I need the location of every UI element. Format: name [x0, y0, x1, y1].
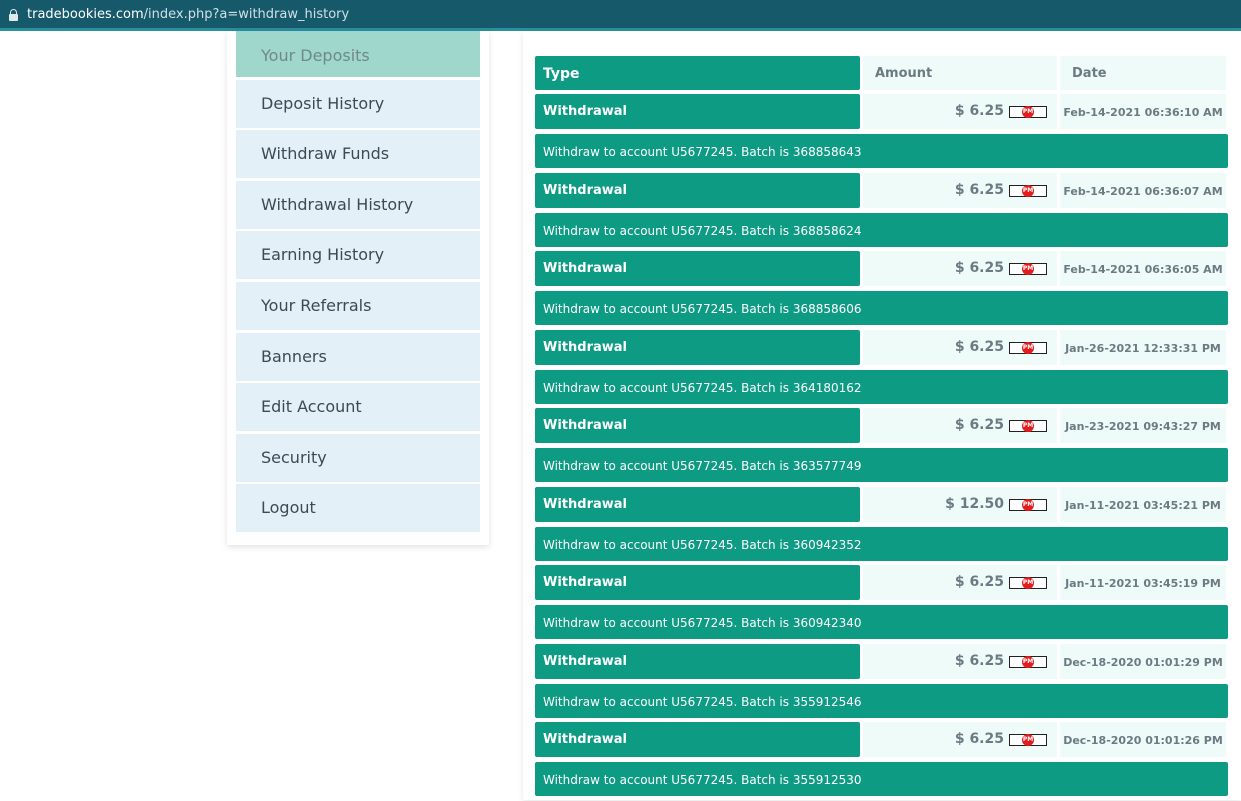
- row-date: Dec-18-2020 01:01:29 PM: [1060, 643, 1226, 679]
- row-description: Withdraw to account U5677245. Batch is 3…: [535, 448, 1228, 482]
- row-amount-cell: $ 6.25 PM: [863, 643, 1057, 679]
- row-description: Withdraw to account U5677245. Batch is 3…: [535, 134, 1228, 168]
- row-type: Withdrawal: [535, 486, 860, 522]
- perfect-money-icon: PM: [1009, 341, 1047, 354]
- row-amount-cell: $ 12.50 PM: [863, 486, 1057, 522]
- header-amount: Amount: [863, 56, 1057, 90]
- row-date: Feb-14-2021 06:36:05 AM: [1060, 251, 1226, 286]
- pm-badge-label: PM: [1022, 341, 1034, 354]
- row-date: Feb-14-2021 06:36:07 AM: [1060, 172, 1226, 208]
- sidebar-item-deposit-history[interactable]: Deposit History: [236, 79, 480, 128]
- row-amount: $ 6.25: [954, 417, 1004, 433]
- table-row: Withdrawal $ 6.25 PM Dec-18-2020 01:01:26 P…: [535, 722, 1228, 801]
- row-type: Withdrawal: [535, 408, 860, 443]
- perfect-money-icon: PM: [1009, 263, 1047, 275]
- withdrawal-rows: Withdrawal $ 6.25 PM Feb-14-2021 06:36:10 A…: [535, 94, 1228, 801]
- pm-badge-label: PM: [1022, 106, 1034, 118]
- row-description: Withdraw to account U5677245. Batch is 3…: [535, 212, 1228, 247]
- account-sidebar: Your Deposits Deposit History Withdraw Fun…: [227, 31, 489, 545]
- table-row: Withdrawal $ 12.50 PM Jan-11-2021 03:45:21 …: [535, 486, 1228, 566]
- row-type: Withdrawal: [535, 565, 860, 600]
- row-type: Withdrawal: [535, 94, 860, 129]
- header-date: Date: [1060, 56, 1226, 90]
- row-amount: $ 6.25: [954, 103, 1004, 119]
- row-date: Jan-23-2021 09:43:27 PM: [1060, 408, 1226, 443]
- table-row: Withdrawal $ 6.25 PM Feb-14-2021 06:36:07 A…: [535, 172, 1228, 252]
- row-date: Jan-26-2021 12:33:31 PM: [1060, 329, 1226, 365]
- table-row: Withdrawal $ 6.25 PM Jan-23-2021 09:43:27 P…: [535, 408, 1228, 487]
- row-description: Withdraw to account U5677245. Batch is 3…: [535, 291, 1228, 325]
- sidebar-item-withdraw-funds[interactable]: Withdraw Funds: [236, 130, 480, 179]
- sidebar-item-logout[interactable]: Logout: [236, 484, 480, 533]
- row-date: Jan-11-2021 03:45:19 PM: [1060, 565, 1226, 600]
- row-description: Withdraw to account U5677245. Batch is 3…: [535, 605, 1228, 639]
- row-date: Feb-14-2021 06:36:10 AM: [1060, 94, 1226, 129]
- row-amount-cell: $ 6.25 PM: [863, 722, 1057, 757]
- pm-badge-label: PM: [1022, 498, 1034, 511]
- perfect-money-icon: PM: [1009, 498, 1047, 511]
- row-amount-cell: $ 6.25 PM: [863, 408, 1057, 443]
- pm-badge-label: PM: [1022, 263, 1034, 275]
- row-type: Withdrawal: [535, 329, 860, 365]
- sidebar-item-your-referrals[interactable]: Your Referrals: [236, 281, 480, 330]
- row-description: Withdraw to account U5677245. Batch is 3…: [535, 683, 1228, 718]
- row-description: Withdraw to account U5677245. Batch is 3…: [535, 369, 1228, 404]
- row-description: Withdraw to account U5677245. Batch is 3…: [535, 526, 1228, 561]
- url-host: tradebookies.com: [27, 7, 144, 22]
- row-amount: $ 6.25: [954, 652, 1004, 669]
- perfect-money-icon: PM: [1009, 420, 1047, 432]
- withdrawal-history-panel: Type Amount Date Withdrawal $ 6.25 PM Feb-1…: [523, 31, 1241, 800]
- account-menu: Your Deposits Deposit History Withdraw Fun…: [236, 31, 480, 535]
- perfect-money-icon: PM: [1009, 734, 1047, 746]
- row-date: Jan-11-2021 03:45:21 PM: [1060, 486, 1226, 522]
- row-type: Withdrawal: [535, 251, 860, 286]
- table-row: Withdrawal $ 6.25 PM Jan-26-2021 12:33:31 P…: [535, 329, 1228, 409]
- url-text[interactable]: tradebookies.com/index.php?a=withdraw_hi…: [27, 7, 349, 22]
- row-amount-cell: $ 6.25 PM: [863, 172, 1057, 208]
- table-row: Withdrawal $ 6.25 PM Feb-14-2021 06:36:10 A…: [535, 94, 1228, 173]
- row-type: Withdrawal: [535, 172, 860, 208]
- perfect-money-icon: PM: [1009, 106, 1047, 118]
- pm-badge-label: PM: [1022, 184, 1034, 197]
- pm-badge-label: PM: [1022, 655, 1034, 668]
- sidebar-item-earning-history[interactable]: Earning History: [236, 231, 480, 280]
- row-type: Withdrawal: [535, 643, 860, 679]
- perfect-money-icon: PM: [1009, 577, 1047, 589]
- perfect-money-icon: PM: [1009, 655, 1047, 668]
- browser-address-bar[interactable]: tradebookies.com/index.php?a=withdraw_hi…: [0, 0, 1241, 31]
- row-amount: $ 6.25: [954, 574, 1004, 590]
- row-amount: $ 12.50: [945, 495, 1004, 512]
- row-description: Withdraw to account U5677245. Batch is 3…: [535, 762, 1228, 796]
- sidebar-item-security[interactable]: Security: [236, 433, 480, 482]
- table-row: Withdrawal $ 6.25 PM Dec-18-2020 01:01:29 P…: [535, 643, 1228, 723]
- pm-badge-label: PM: [1022, 734, 1034, 746]
- sidebar-item-edit-account[interactable]: Edit Account: [236, 383, 480, 432]
- row-amount-cell: $ 6.25 PM: [863, 94, 1057, 129]
- sidebar-item-your-deposits[interactable]: Your Deposits: [236, 31, 480, 77]
- lock-icon: [9, 9, 18, 21]
- row-amount: $ 6.25: [954, 731, 1004, 747]
- row-amount-cell: $ 6.25 PM: [863, 565, 1057, 600]
- pm-badge-label: PM: [1022, 420, 1034, 432]
- sidebar-item-banners[interactable]: Banners: [236, 332, 480, 381]
- row-date: Dec-18-2020 01:01:26 PM: [1060, 722, 1226, 757]
- row-amount-cell: $ 6.25 PM: [863, 251, 1057, 286]
- table-row: Withdrawal $ 6.25 PM Feb-14-2021 06:36:05 A…: [535, 251, 1228, 330]
- row-amount: $ 6.25: [954, 338, 1004, 355]
- row-amount: $ 6.25: [954, 181, 1004, 198]
- pm-badge-label: PM: [1022, 577, 1034, 589]
- header-type: Type: [535, 56, 860, 90]
- table-row: Withdrawal $ 6.25 PM Jan-11-2021 03:45:19 P…: [535, 565, 1228, 644]
- perfect-money-icon: PM: [1009, 184, 1047, 197]
- row-type: Withdrawal: [535, 722, 860, 757]
- row-amount: $ 6.25: [954, 260, 1004, 276]
- sidebar-item-withdrawal-history[interactable]: Withdrawal History: [236, 180, 480, 229]
- url-path: /index.php?a=withdraw_history: [143, 7, 350, 22]
- row-amount-cell: $ 6.25 PM: [863, 329, 1057, 365]
